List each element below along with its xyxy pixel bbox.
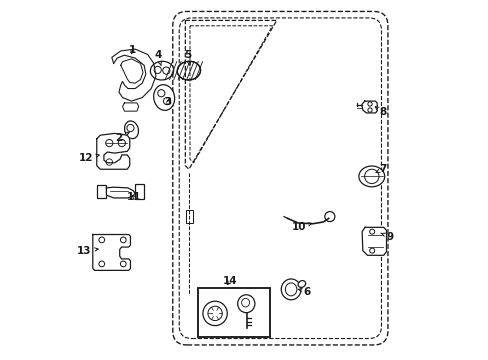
Ellipse shape bbox=[150, 61, 173, 80]
Ellipse shape bbox=[237, 295, 254, 313]
Text: 9: 9 bbox=[380, 232, 392, 242]
Text: 11: 11 bbox=[126, 192, 141, 202]
Polygon shape bbox=[97, 134, 129, 169]
Circle shape bbox=[324, 212, 334, 222]
Text: 4: 4 bbox=[154, 50, 161, 66]
Ellipse shape bbox=[281, 279, 301, 300]
Bar bbox=[185, 211, 192, 223]
Polygon shape bbox=[122, 103, 139, 111]
Text: 5: 5 bbox=[184, 50, 191, 66]
Circle shape bbox=[126, 125, 134, 132]
Polygon shape bbox=[112, 49, 156, 101]
Text: 12: 12 bbox=[79, 153, 99, 163]
Ellipse shape bbox=[358, 166, 384, 187]
Polygon shape bbox=[93, 234, 130, 270]
Text: 14: 14 bbox=[223, 276, 237, 286]
Text: 2: 2 bbox=[115, 132, 129, 143]
Ellipse shape bbox=[298, 280, 305, 287]
Bar bbox=[135, 184, 144, 199]
Bar bbox=[97, 185, 106, 198]
Text: 7: 7 bbox=[375, 164, 386, 174]
Polygon shape bbox=[106, 187, 135, 198]
Bar bbox=[198, 288, 269, 337]
Text: 6: 6 bbox=[298, 287, 310, 297]
Text: 10: 10 bbox=[291, 222, 311, 232]
Polygon shape bbox=[361, 101, 376, 113]
Ellipse shape bbox=[153, 85, 174, 111]
Text: 1: 1 bbox=[129, 45, 136, 55]
Ellipse shape bbox=[124, 121, 138, 139]
Text: 8: 8 bbox=[374, 107, 386, 117]
Ellipse shape bbox=[177, 61, 200, 80]
Text: 3: 3 bbox=[164, 97, 172, 107]
Text: 13: 13 bbox=[76, 246, 98, 256]
Circle shape bbox=[203, 301, 227, 325]
Polygon shape bbox=[362, 227, 386, 255]
